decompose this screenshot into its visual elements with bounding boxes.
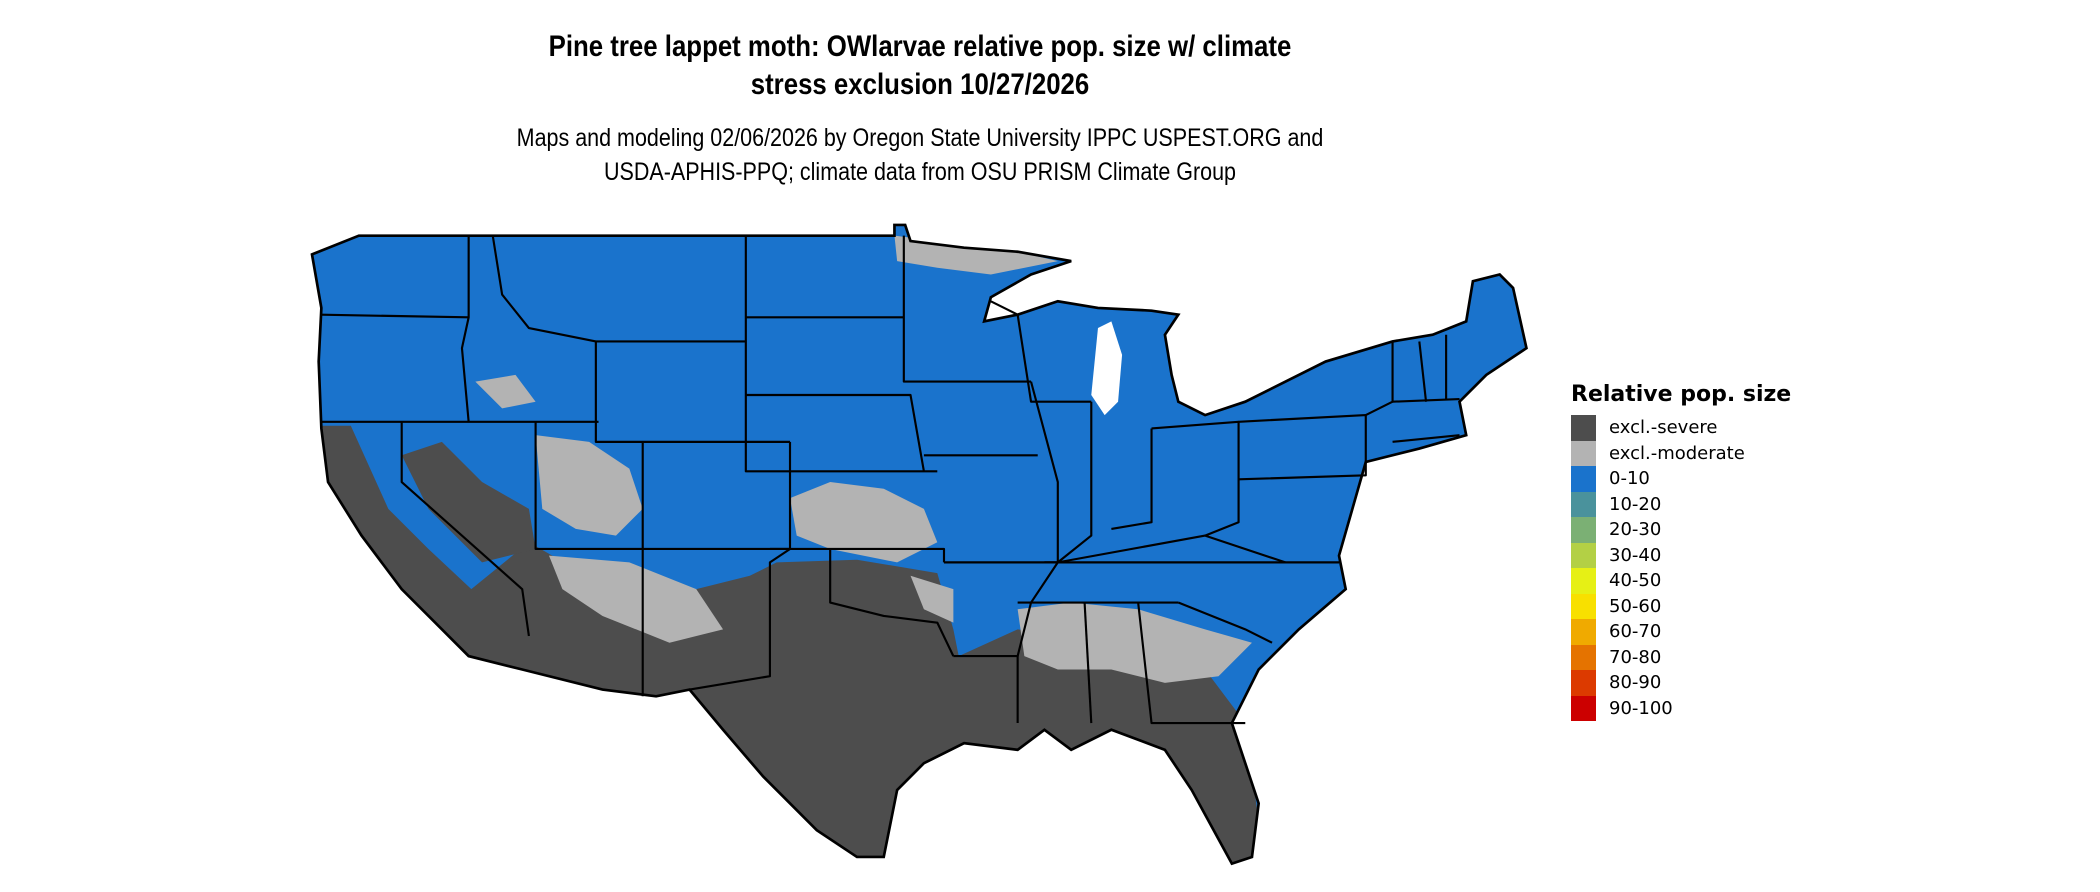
legend-item: 80-90	[1571, 670, 1791, 696]
legend-item: 10-20	[1571, 491, 1791, 517]
legend-swatch	[1571, 593, 1596, 619]
legend: Relative pop. size excl.-severe excl.-mod…	[1571, 382, 1791, 721]
legend-swatch	[1571, 440, 1596, 466]
legend-label: 0-10	[1609, 468, 1650, 490]
legend-item: 90-100	[1571, 695, 1791, 721]
us-outline	[310, 223, 1528, 866]
legend-item: 70-80	[1571, 644, 1791, 670]
legend-item: 30-40	[1571, 542, 1791, 568]
excl-moderate-plains	[790, 482, 938, 563]
legend-item: 40-50	[1571, 568, 1791, 594]
legend-swatch	[1571, 695, 1596, 721]
legend-label: 40-50	[1609, 570, 1662, 592]
legend-label: 90-100	[1609, 697, 1673, 719]
legend-item: 50-60	[1571, 593, 1791, 619]
legend-label: 10-20	[1609, 493, 1662, 515]
legend-item: 60-70	[1571, 619, 1791, 645]
state-boundaries	[321, 235, 1460, 725]
legend-item: excl.-moderate	[1571, 440, 1791, 466]
legend-swatch	[1571, 415, 1596, 441]
excl-moderate-idaho	[475, 374, 536, 409]
excl-moderate-arizona	[548, 555, 724, 643]
excl-moderate-utah	[535, 435, 643, 536]
legend-swatch	[1571, 670, 1596, 696]
legend-title: Relative pop. size	[1571, 382, 1792, 407]
legend-swatch	[1571, 619, 1596, 645]
legend-item: 20-30	[1571, 517, 1791, 543]
legend-swatch	[1571, 491, 1596, 517]
legend-label: 50-60	[1609, 595, 1662, 617]
legend-label: 80-90	[1609, 672, 1662, 694]
legend-swatch	[1571, 568, 1596, 594]
map-subtitle-line2: USDA-APHIS-PPQ; climate data from OSU PR…	[603, 158, 1237, 186]
legend-label: 20-30	[1609, 519, 1662, 541]
lake-michigan	[1091, 321, 1123, 416]
legend-swatch	[1571, 644, 1596, 670]
legend-label: 60-70	[1609, 621, 1662, 643]
map-title-line1: Pine tree lappet moth: OWlarvae relative…	[548, 30, 1292, 63]
legend-label: 30-40	[1609, 544, 1662, 566]
map-subtitle-line1: Maps and modeling 02/06/2026 by Oregon S…	[516, 124, 1324, 152]
legend-item: excl.-severe	[1571, 415, 1791, 441]
excl-moderate-texas-east	[910, 575, 954, 623]
legend-swatch	[1571, 542, 1596, 568]
excl-moderate-southeast	[1017, 602, 1252, 683]
legend-label: excl.-severe	[1609, 417, 1718, 439]
legend-label: excl.-moderate	[1609, 442, 1745, 464]
legend-item: 0-10	[1571, 466, 1791, 492]
legend-label: 70-80	[1609, 646, 1662, 668]
legend-swatch	[1571, 466, 1596, 492]
excl-severe-nevada	[401, 441, 536, 563]
legend-swatch	[1571, 517, 1596, 543]
map-title-line2: stress exclusion 10/27/2026	[750, 68, 1090, 101]
